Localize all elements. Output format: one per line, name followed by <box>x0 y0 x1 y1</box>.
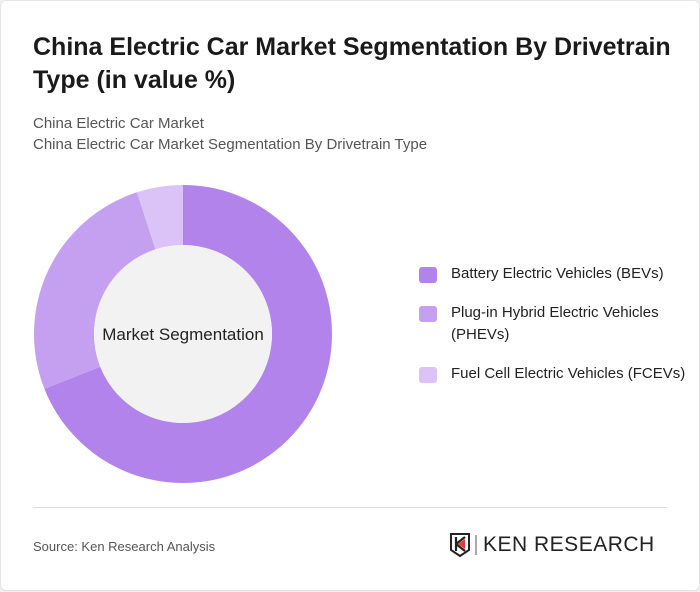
legend-swatch <box>419 306 437 322</box>
legend-label: Plug-in Hybrid Electric Vehicles (PHEVs) <box>451 304 659 343</box>
logo-text: KEN RESEARCH <box>483 533 655 556</box>
legend-swatch <box>419 267 437 283</box>
subtitle-segmentation: China Electric Car Market Segmentation B… <box>33 136 428 153</box>
ken-research-logo: KEN RESEARCH <box>449 532 674 558</box>
legend-label: Battery Electric Vehicles (BEVs) <box>451 265 664 282</box>
legend-label: Fuel Cell Electric Vehicles (FCEVs) <box>451 365 686 382</box>
legend: Battery Electric Vehicles (BEVs) Plug-in… <box>419 263 689 402</box>
logo-emblem-icon <box>450 533 477 558</box>
legend-swatch <box>419 367 437 383</box>
donut-slice-1 <box>34 192 156 389</box>
legend-item-fcev: Fuel Cell Electric Vehicles (FCEVs) <box>419 363 689 385</box>
legend-item-phev: Plug-in Hybrid Electric Vehicles (PHEVs) <box>419 302 689 346</box>
legend-item-bev: Battery Electric Vehicles (BEVs) <box>419 263 689 285</box>
divider <box>33 507 667 508</box>
chart-title: China Electric Car Market Segmentation B… <box>33 33 671 94</box>
donut-slice-2 <box>136 185 183 250</box>
center-label: Market Segmentation <box>102 325 264 344</box>
subtitle-market: China Electric Car Market <box>33 115 204 132</box>
donut-hole <box>94 245 272 423</box>
source-note: Source: Ken Research Analysis <box>33 539 216 554</box>
donut-slice-0 <box>44 185 333 484</box>
